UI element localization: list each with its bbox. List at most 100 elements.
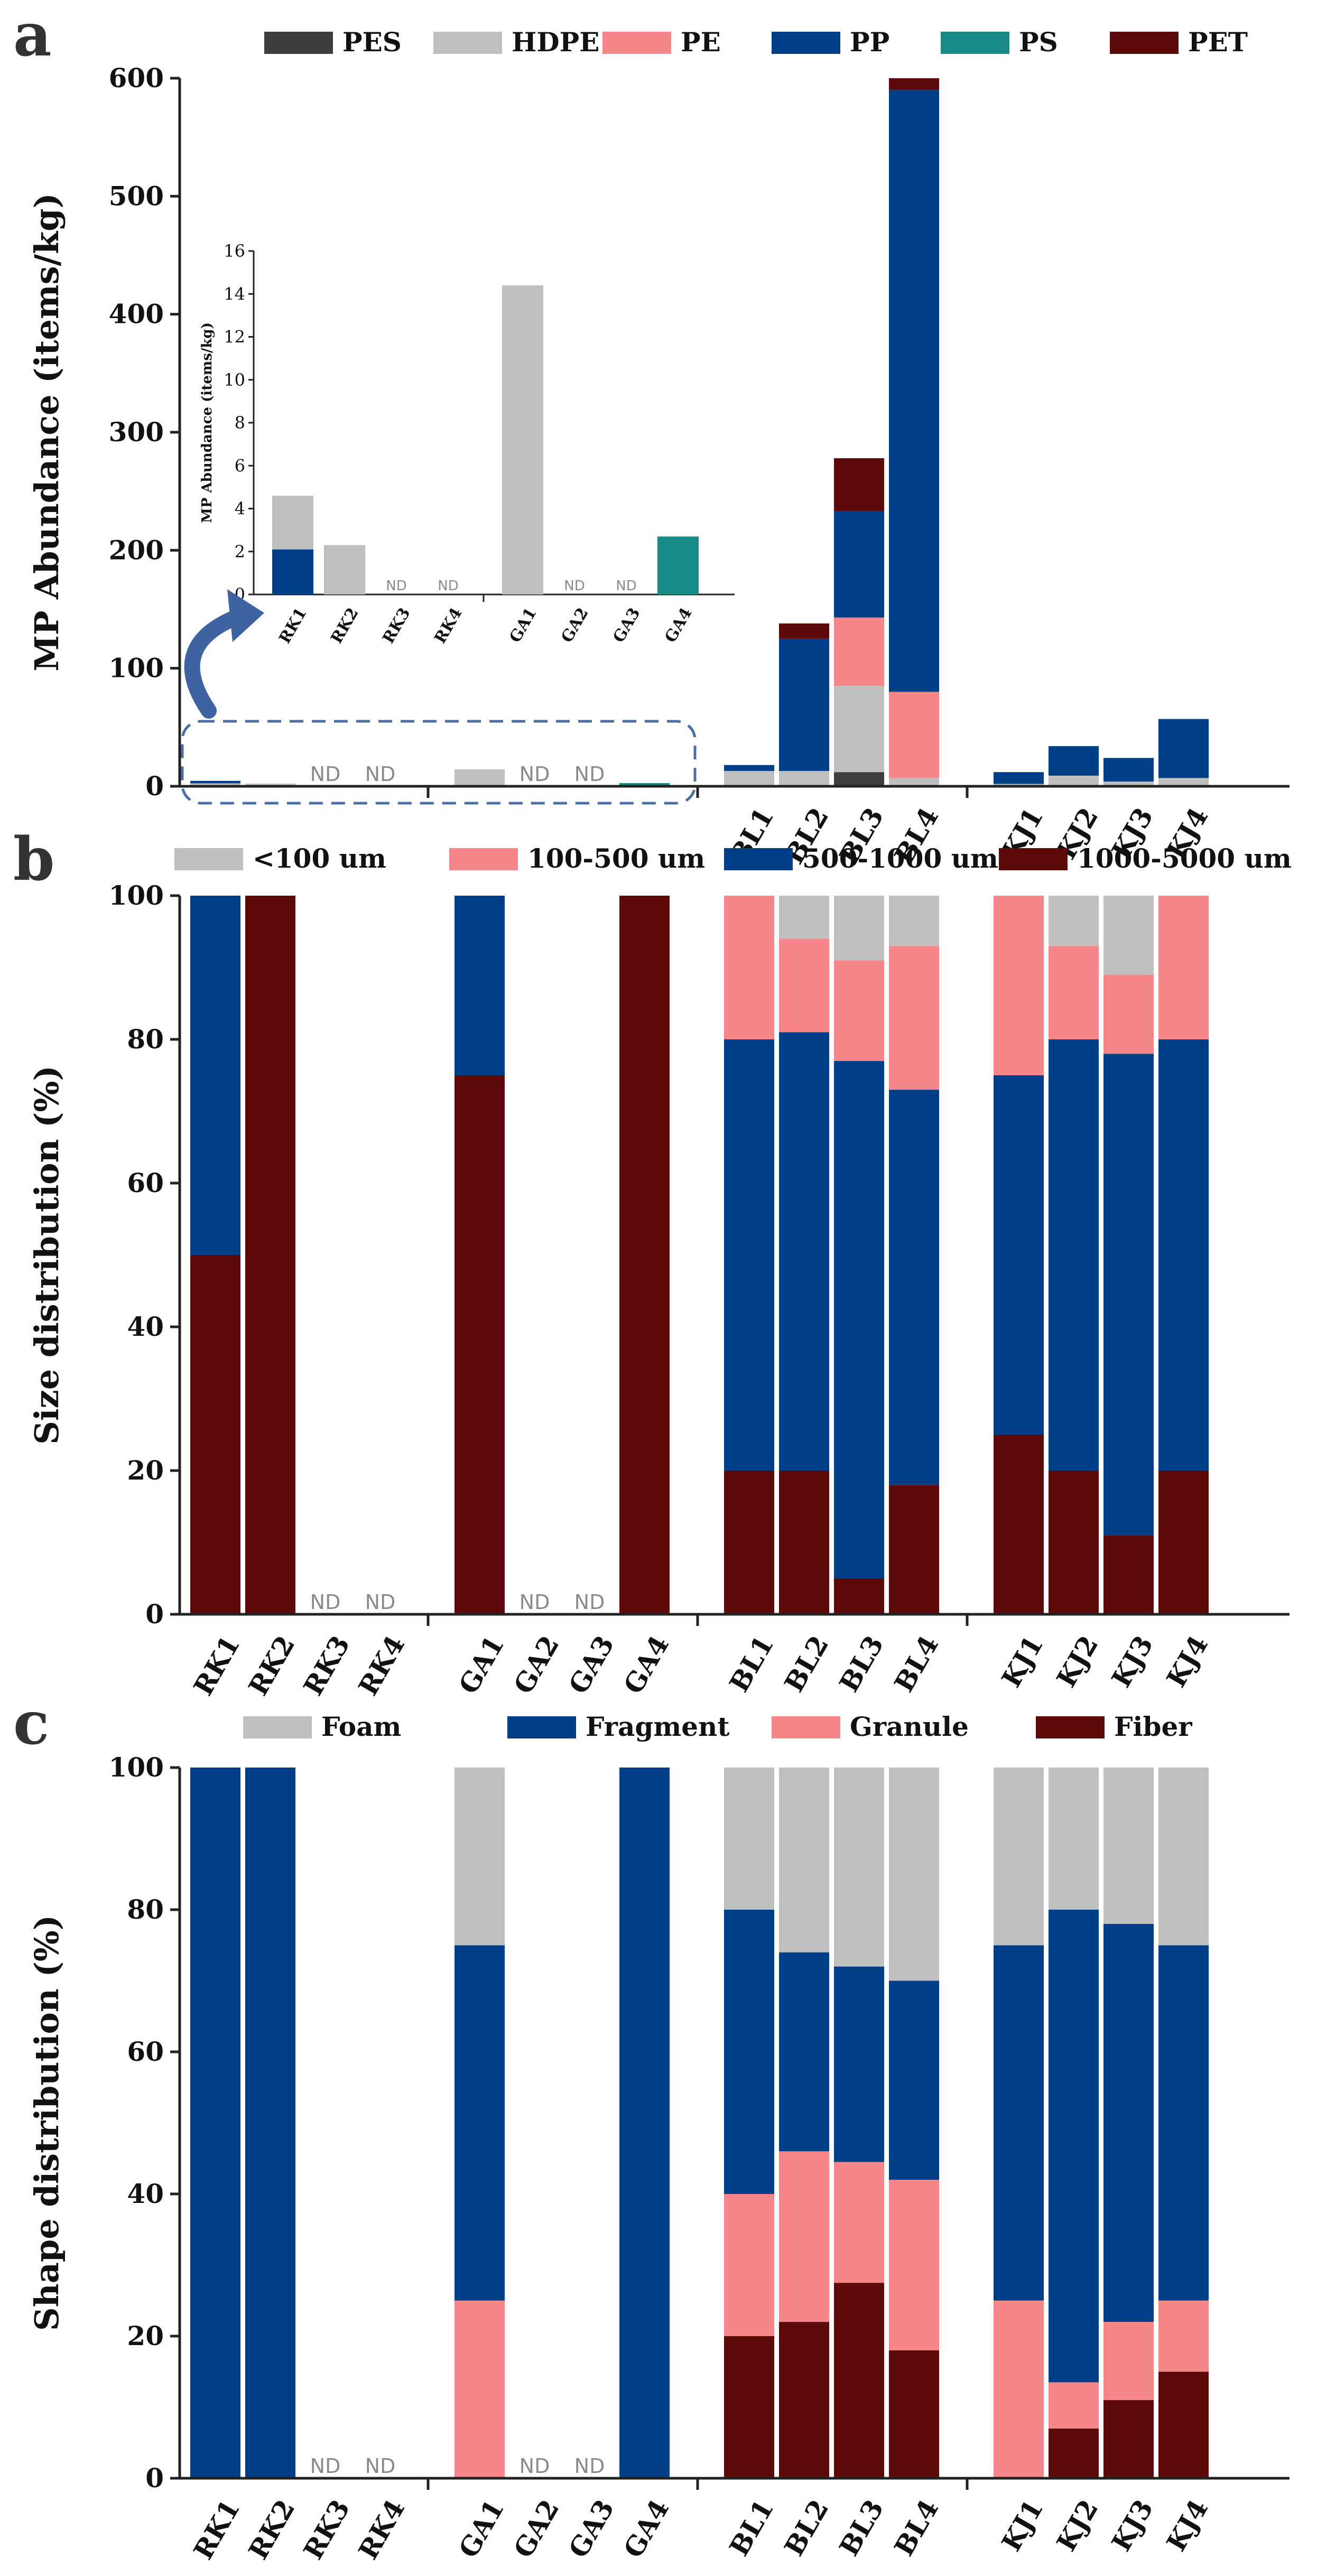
nd-label-c-rk3: ND <box>310 2454 341 2478</box>
inset-x-tick-label-ga4: GA4 <box>661 605 695 646</box>
legend-label-granule: Granule <box>850 1711 969 1742</box>
legend-label-pes: PES <box>342 26 402 58</box>
bar-a-kj1-pp <box>994 772 1044 784</box>
legend-swatch-1000-5000-um <box>999 848 1068 870</box>
x-tick-label-c-ga4: GA4 <box>617 2494 675 2563</box>
nd-label-b-ga3: ND <box>574 1591 605 1614</box>
bar-c-bl2-fragment <box>779 1952 829 2152</box>
y-axis-label-a: MP Abundance (items/kg) <box>27 193 66 672</box>
inset-x-tick-label-rk3: RK3 <box>379 605 414 647</box>
legend-label-hdpe: HDPE <box>512 26 599 58</box>
nd-label-c-ga2: ND <box>520 2454 550 2478</box>
bar-a-kj4-hdpe <box>1158 778 1209 786</box>
bar-a-rk1-hdpe <box>190 783 240 786</box>
inset-arrow-head <box>227 589 264 642</box>
y-tick-label-a-500: 500 <box>109 180 164 211</box>
inset-y-tick-label-10: 10 <box>224 370 245 390</box>
y-tick-label-b-0: 0 <box>145 1598 164 1630</box>
x-tick-label-c-rk1: RK1 <box>187 2494 246 2564</box>
inset-x-tick-label-ga2: GA2 <box>558 605 592 646</box>
bar-b-bl4-1000-5000-um <box>889 1485 939 1614</box>
inset-y-tick-label-6: 6 <box>235 455 245 476</box>
inset-x-tick-label-ga1: GA1 <box>506 605 540 646</box>
legend-swatch-pet <box>1110 32 1179 54</box>
bar-b-bl3-500-1000-um <box>834 1061 884 1578</box>
y-axis-label-c: Shape distribution (%) <box>27 1915 66 2331</box>
bar-c-kj1-fragment <box>994 1945 1044 2301</box>
x-tick-label-b-rk2: RK2 <box>242 1630 301 1700</box>
bar-b-rk1-500-1000-um <box>190 896 240 1255</box>
nd-label-a-ga2: ND <box>520 762 550 786</box>
bar-b-ga4-1000-5000-um <box>619 896 670 1614</box>
bar-a-bl4-pet <box>889 78 939 90</box>
bar-c-bl1-foam <box>724 1768 774 1910</box>
panel-c-shape-chart: c Shape distribution (%) 0 20 40 60 80 100 ND ND N… <box>13 1689 1290 2565</box>
bar-a-bl2-pp <box>779 638 829 771</box>
bar-a-bl3-pes <box>834 772 884 786</box>
bar-a-kj4-pp <box>1158 719 1209 778</box>
bar-b-kj2-1000-5000-um <box>1049 1471 1099 1614</box>
bar-c-kj2-fiber <box>1049 2428 1099 2478</box>
inset-y-tick-label-2: 2 <box>235 542 245 562</box>
bar-a-bl4-pp <box>889 90 939 692</box>
x-tick-label-b-ga4: GA4 <box>617 1630 675 1699</box>
nd-label-b-rk4: ND <box>365 1591 396 1614</box>
bar-c-bl4-fragment <box>889 1980 939 2180</box>
bar-c-ga1-fragment <box>455 1945 505 2301</box>
x-tick-label-c-bl3: BL3 <box>833 2494 889 2561</box>
bar-b-kj1-100-500-um <box>994 896 1044 1075</box>
bar-c-bl4-granule <box>889 2180 939 2350</box>
legend-c: Foam Fragment Granule Fiber <box>243 1711 1192 1742</box>
inset-y-tick-label-14: 14 <box>224 284 245 304</box>
inset-nd-label-rk4: ND <box>438 578 458 594</box>
y-tick-label-c-0: 0 <box>145 2462 164 2494</box>
bar-c-bl2-granule <box>779 2151 829 2322</box>
bar-c-bl3-fiber <box>834 2283 884 2478</box>
bar-b-bl4-100-500-um <box>889 946 939 1090</box>
legend-label-fiber: Fiber <box>1114 1711 1192 1742</box>
bar-b-bl1-100-500-um <box>724 896 774 1039</box>
panel-b-size-chart: b Size distribution (%) 0 20 40 60 80 100 ND ND ND… <box>13 825 1292 1701</box>
y-tick-label-c-40: 40 <box>127 2178 164 2209</box>
bar-c-kj2-fragment <box>1049 1910 1099 2383</box>
y-tick-label-b-20: 20 <box>127 1455 164 1486</box>
bar-b-kj3-100-500-um <box>1103 974 1154 1054</box>
inset-arrow-body <box>184 608 248 719</box>
nd-label-b-ga2: ND <box>520 1591 550 1614</box>
y-tick-label-a-100: 100 <box>109 653 164 684</box>
x-tick-label-c-kj4: KJ4 <box>1160 2494 1214 2556</box>
inset-x-tick-label-ga3: GA3 <box>609 605 644 646</box>
bar-a-bl3-pp <box>834 511 884 618</box>
x-tick-label-c-bl2: BL2 <box>778 2494 834 2561</box>
y-tick-label-a-300: 300 <box>109 416 164 448</box>
nd-label-c-rk4: ND <box>365 2454 396 2478</box>
bar-c-kj3-fiber <box>1103 2400 1154 2478</box>
legend-swatch-500-1000-um <box>724 848 793 870</box>
bar-c-kj2-granule <box>1049 2382 1099 2429</box>
bar-c-kj2-foam <box>1049 1768 1099 1910</box>
bar-b-bl1-500-1000-um <box>724 1039 774 1471</box>
bar-c-bl4-fiber <box>889 2350 939 2478</box>
bar-c-bl2-fiber <box>779 2322 829 2478</box>
bar-c-ga1-foam <box>455 1768 505 1946</box>
legend-swatch-pp <box>772 32 840 54</box>
x-tick-label-b-ga2: GA2 <box>507 1630 565 1699</box>
legend-label-100-um: <100 um <box>253 843 386 874</box>
y-tick-label-b-60: 60 <box>127 1167 164 1198</box>
y-axis-label-b: Size distribution (%) <box>27 1065 66 1444</box>
bar-b-kj4-500-1000-um <box>1158 1039 1209 1471</box>
bar-c-bl1-fiber <box>724 2336 774 2478</box>
bar-a-rk1-pp <box>190 780 240 784</box>
y-tick-label-a-400: 400 <box>109 299 164 330</box>
inset-x-tick-label-rk1: RK1 <box>275 605 310 647</box>
inset-y-tick-label-12: 12 <box>224 327 245 347</box>
bar-b-kj4-100-500-um <box>1158 896 1209 1039</box>
bar-b-rk1-1000-5000-um <box>190 1255 240 1614</box>
inset-bar-rk2-hdpe <box>324 545 365 594</box>
bar-b-kj1-1000-5000-um <box>994 1435 1044 1614</box>
bar-b-ga1-500-1000-um <box>455 896 505 1075</box>
panel-letter-c: c <box>13 1689 49 1758</box>
bar-c-bl1-granule <box>724 2194 774 2336</box>
